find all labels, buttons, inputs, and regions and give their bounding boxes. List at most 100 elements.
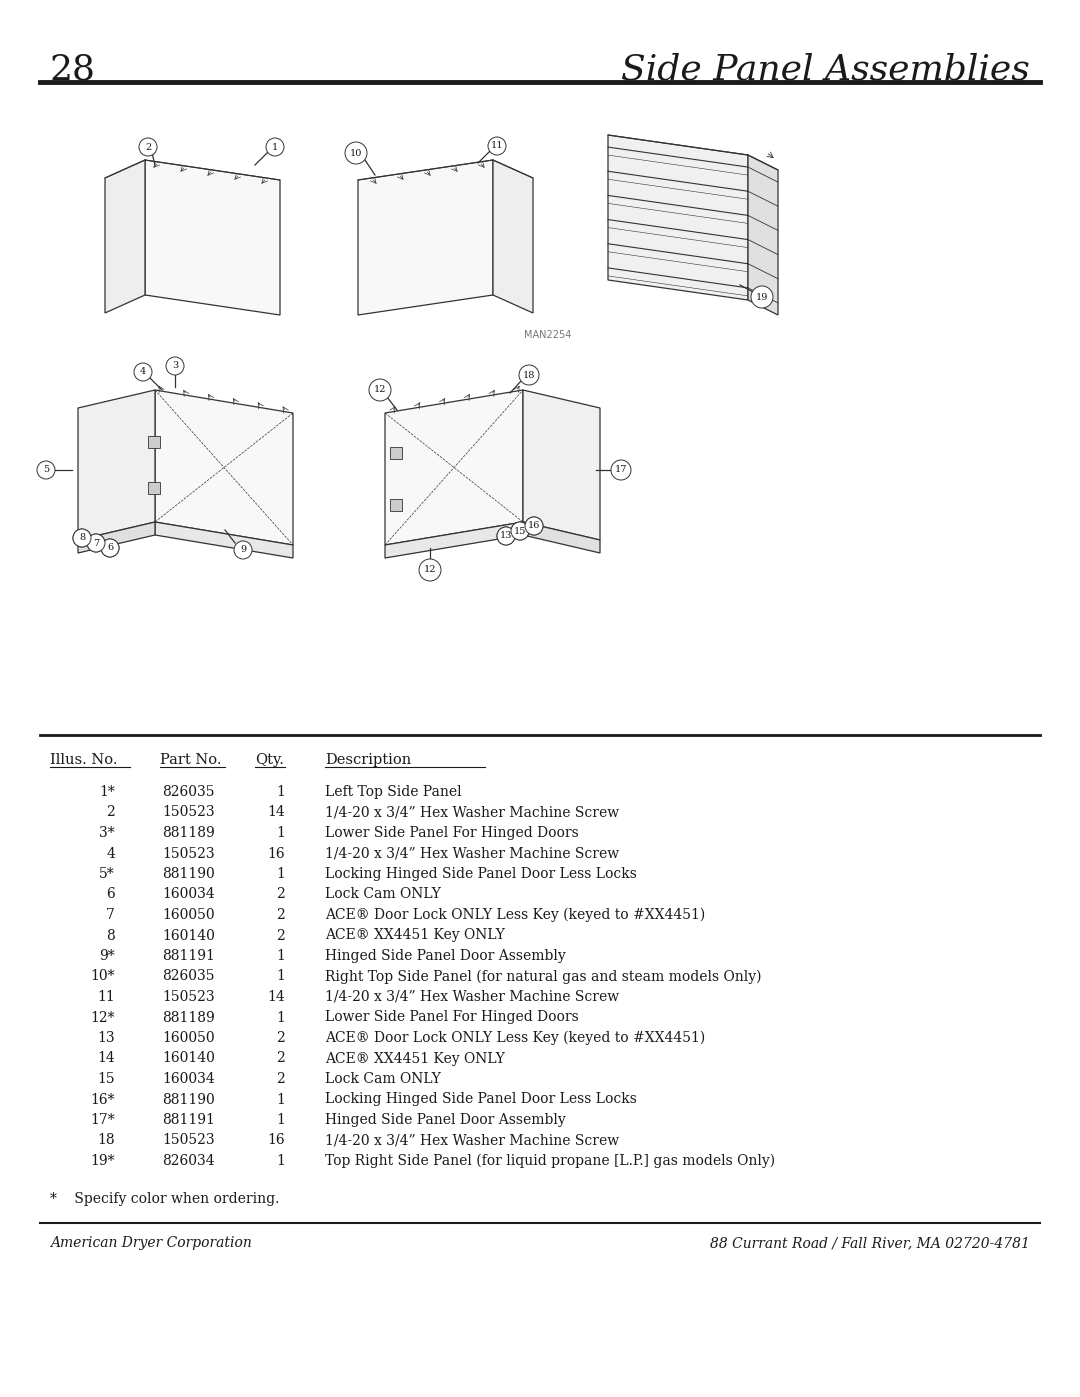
Text: 6: 6 <box>107 543 113 552</box>
Text: 160050: 160050 <box>162 1031 215 1045</box>
Circle shape <box>139 138 157 156</box>
Bar <box>390 499 402 511</box>
Text: Lock Cam ONLY: Lock Cam ONLY <box>325 1071 441 1085</box>
Text: 6: 6 <box>106 887 114 901</box>
Text: 1: 1 <box>276 785 285 799</box>
Text: 1: 1 <box>276 868 285 882</box>
Text: Right Top Side Panel (for natural gas and steam models Only): Right Top Side Panel (for natural gas an… <box>325 970 761 983</box>
Text: 1: 1 <box>276 970 285 983</box>
Text: 17: 17 <box>615 465 627 475</box>
Text: Description: Description <box>325 753 411 767</box>
Text: 881191: 881191 <box>162 949 215 963</box>
Text: 150523: 150523 <box>162 806 215 820</box>
Text: 881190: 881190 <box>162 1092 215 1106</box>
Text: 4: 4 <box>106 847 114 861</box>
Text: 7: 7 <box>106 908 114 922</box>
Text: Lower Side Panel For Hinged Doors: Lower Side Panel For Hinged Doors <box>325 826 579 840</box>
Text: ACE® Door Lock ONLY Less Key (keyed to #XX4451): ACE® Door Lock ONLY Less Key (keyed to #… <box>325 1031 705 1045</box>
Text: 8: 8 <box>106 929 114 943</box>
Text: 160034: 160034 <box>162 1071 215 1085</box>
Text: 1: 1 <box>276 826 285 840</box>
Polygon shape <box>78 522 156 553</box>
Text: 11: 11 <box>97 990 114 1004</box>
Text: 16*: 16* <box>91 1092 114 1106</box>
Polygon shape <box>608 136 748 300</box>
Bar <box>390 447 402 458</box>
Circle shape <box>266 138 284 156</box>
Text: 4: 4 <box>140 367 146 377</box>
Text: 17*: 17* <box>91 1113 114 1127</box>
Text: 18: 18 <box>97 1133 114 1147</box>
Text: 2: 2 <box>276 1052 285 1066</box>
Text: 150523: 150523 <box>162 1133 215 1147</box>
Text: 1: 1 <box>276 949 285 963</box>
Circle shape <box>345 142 367 163</box>
Text: 160034: 160034 <box>162 887 215 901</box>
Circle shape <box>419 559 441 581</box>
Text: Top Right Side Panel (for liquid propane [L.P.] gas models Only): Top Right Side Panel (for liquid propane… <box>325 1154 775 1168</box>
Text: 160050: 160050 <box>162 908 215 922</box>
Circle shape <box>37 461 55 479</box>
Text: 16: 16 <box>268 1133 285 1147</box>
Circle shape <box>134 363 152 381</box>
Text: 19*: 19* <box>91 1154 114 1168</box>
Text: 3: 3 <box>172 362 178 370</box>
Text: 12: 12 <box>374 386 387 394</box>
Text: 12: 12 <box>423 566 436 574</box>
Text: 1/4-20 x 3/4” Hex Washer Machine Screw: 1/4-20 x 3/4” Hex Washer Machine Screw <box>325 847 619 861</box>
Text: 88 Currant Road / Fall River, MA 02720-4781: 88 Currant Road / Fall River, MA 02720-4… <box>711 1236 1030 1250</box>
Text: ACE® XX4451 Key ONLY: ACE® XX4451 Key ONLY <box>325 1052 504 1066</box>
Text: ACE® Door Lock ONLY Less Key (keyed to #XX4451): ACE® Door Lock ONLY Less Key (keyed to #… <box>325 908 705 922</box>
Text: 13: 13 <box>97 1031 114 1045</box>
Text: 881190: 881190 <box>162 868 215 882</box>
Text: 18: 18 <box>523 370 536 380</box>
Text: 19: 19 <box>756 292 768 302</box>
Polygon shape <box>384 390 523 545</box>
Text: 7: 7 <box>93 538 99 548</box>
Text: 16: 16 <box>528 521 540 531</box>
Text: 11: 11 <box>490 141 503 151</box>
Text: 2: 2 <box>106 806 114 820</box>
Polygon shape <box>145 161 280 314</box>
Text: 2: 2 <box>276 929 285 943</box>
Text: 9*: 9* <box>99 949 114 963</box>
Circle shape <box>166 358 184 374</box>
Text: Side Panel Assemblies: Side Panel Assemblies <box>621 52 1030 87</box>
Text: 2: 2 <box>145 142 151 151</box>
Text: 881191: 881191 <box>162 1113 215 1127</box>
Text: Left Top Side Panel: Left Top Side Panel <box>325 785 461 799</box>
Bar <box>148 436 160 448</box>
Text: 12*: 12* <box>91 1010 114 1024</box>
Text: 9: 9 <box>240 545 246 555</box>
Text: 3*: 3* <box>99 826 114 840</box>
Text: 160140: 160140 <box>162 929 215 943</box>
Text: MAN2254: MAN2254 <box>524 330 571 339</box>
Text: 5*: 5* <box>99 868 114 882</box>
Text: 1: 1 <box>276 1154 285 1168</box>
Text: 1/4-20 x 3/4” Hex Washer Machine Screw: 1/4-20 x 3/4” Hex Washer Machine Screw <box>325 1133 619 1147</box>
Text: Locking Hinged Side Panel Door Less Locks: Locking Hinged Side Panel Door Less Lock… <box>325 868 637 882</box>
Text: 8: 8 <box>79 534 85 542</box>
Text: Hinged Side Panel Door Assembly: Hinged Side Panel Door Assembly <box>325 1113 566 1127</box>
Circle shape <box>511 522 529 541</box>
Text: 826034: 826034 <box>162 1154 215 1168</box>
Circle shape <box>525 517 543 535</box>
Polygon shape <box>384 522 523 557</box>
Text: 28: 28 <box>50 52 96 87</box>
Polygon shape <box>492 161 534 313</box>
Text: 1: 1 <box>276 1010 285 1024</box>
Text: Lock Cam ONLY: Lock Cam ONLY <box>325 887 441 901</box>
Text: 1: 1 <box>272 142 279 151</box>
Text: ACE® XX4451 Key ONLY: ACE® XX4451 Key ONLY <box>325 929 504 943</box>
Text: 2: 2 <box>276 887 285 901</box>
Bar <box>148 482 160 493</box>
Text: 10: 10 <box>350 148 362 158</box>
Polygon shape <box>105 161 145 313</box>
Circle shape <box>751 286 773 307</box>
Text: 160140: 160140 <box>162 1052 215 1066</box>
Circle shape <box>87 534 105 552</box>
Text: 150523: 150523 <box>162 847 215 861</box>
Circle shape <box>73 529 91 548</box>
Text: 14: 14 <box>97 1052 114 1066</box>
Text: 14: 14 <box>267 806 285 820</box>
